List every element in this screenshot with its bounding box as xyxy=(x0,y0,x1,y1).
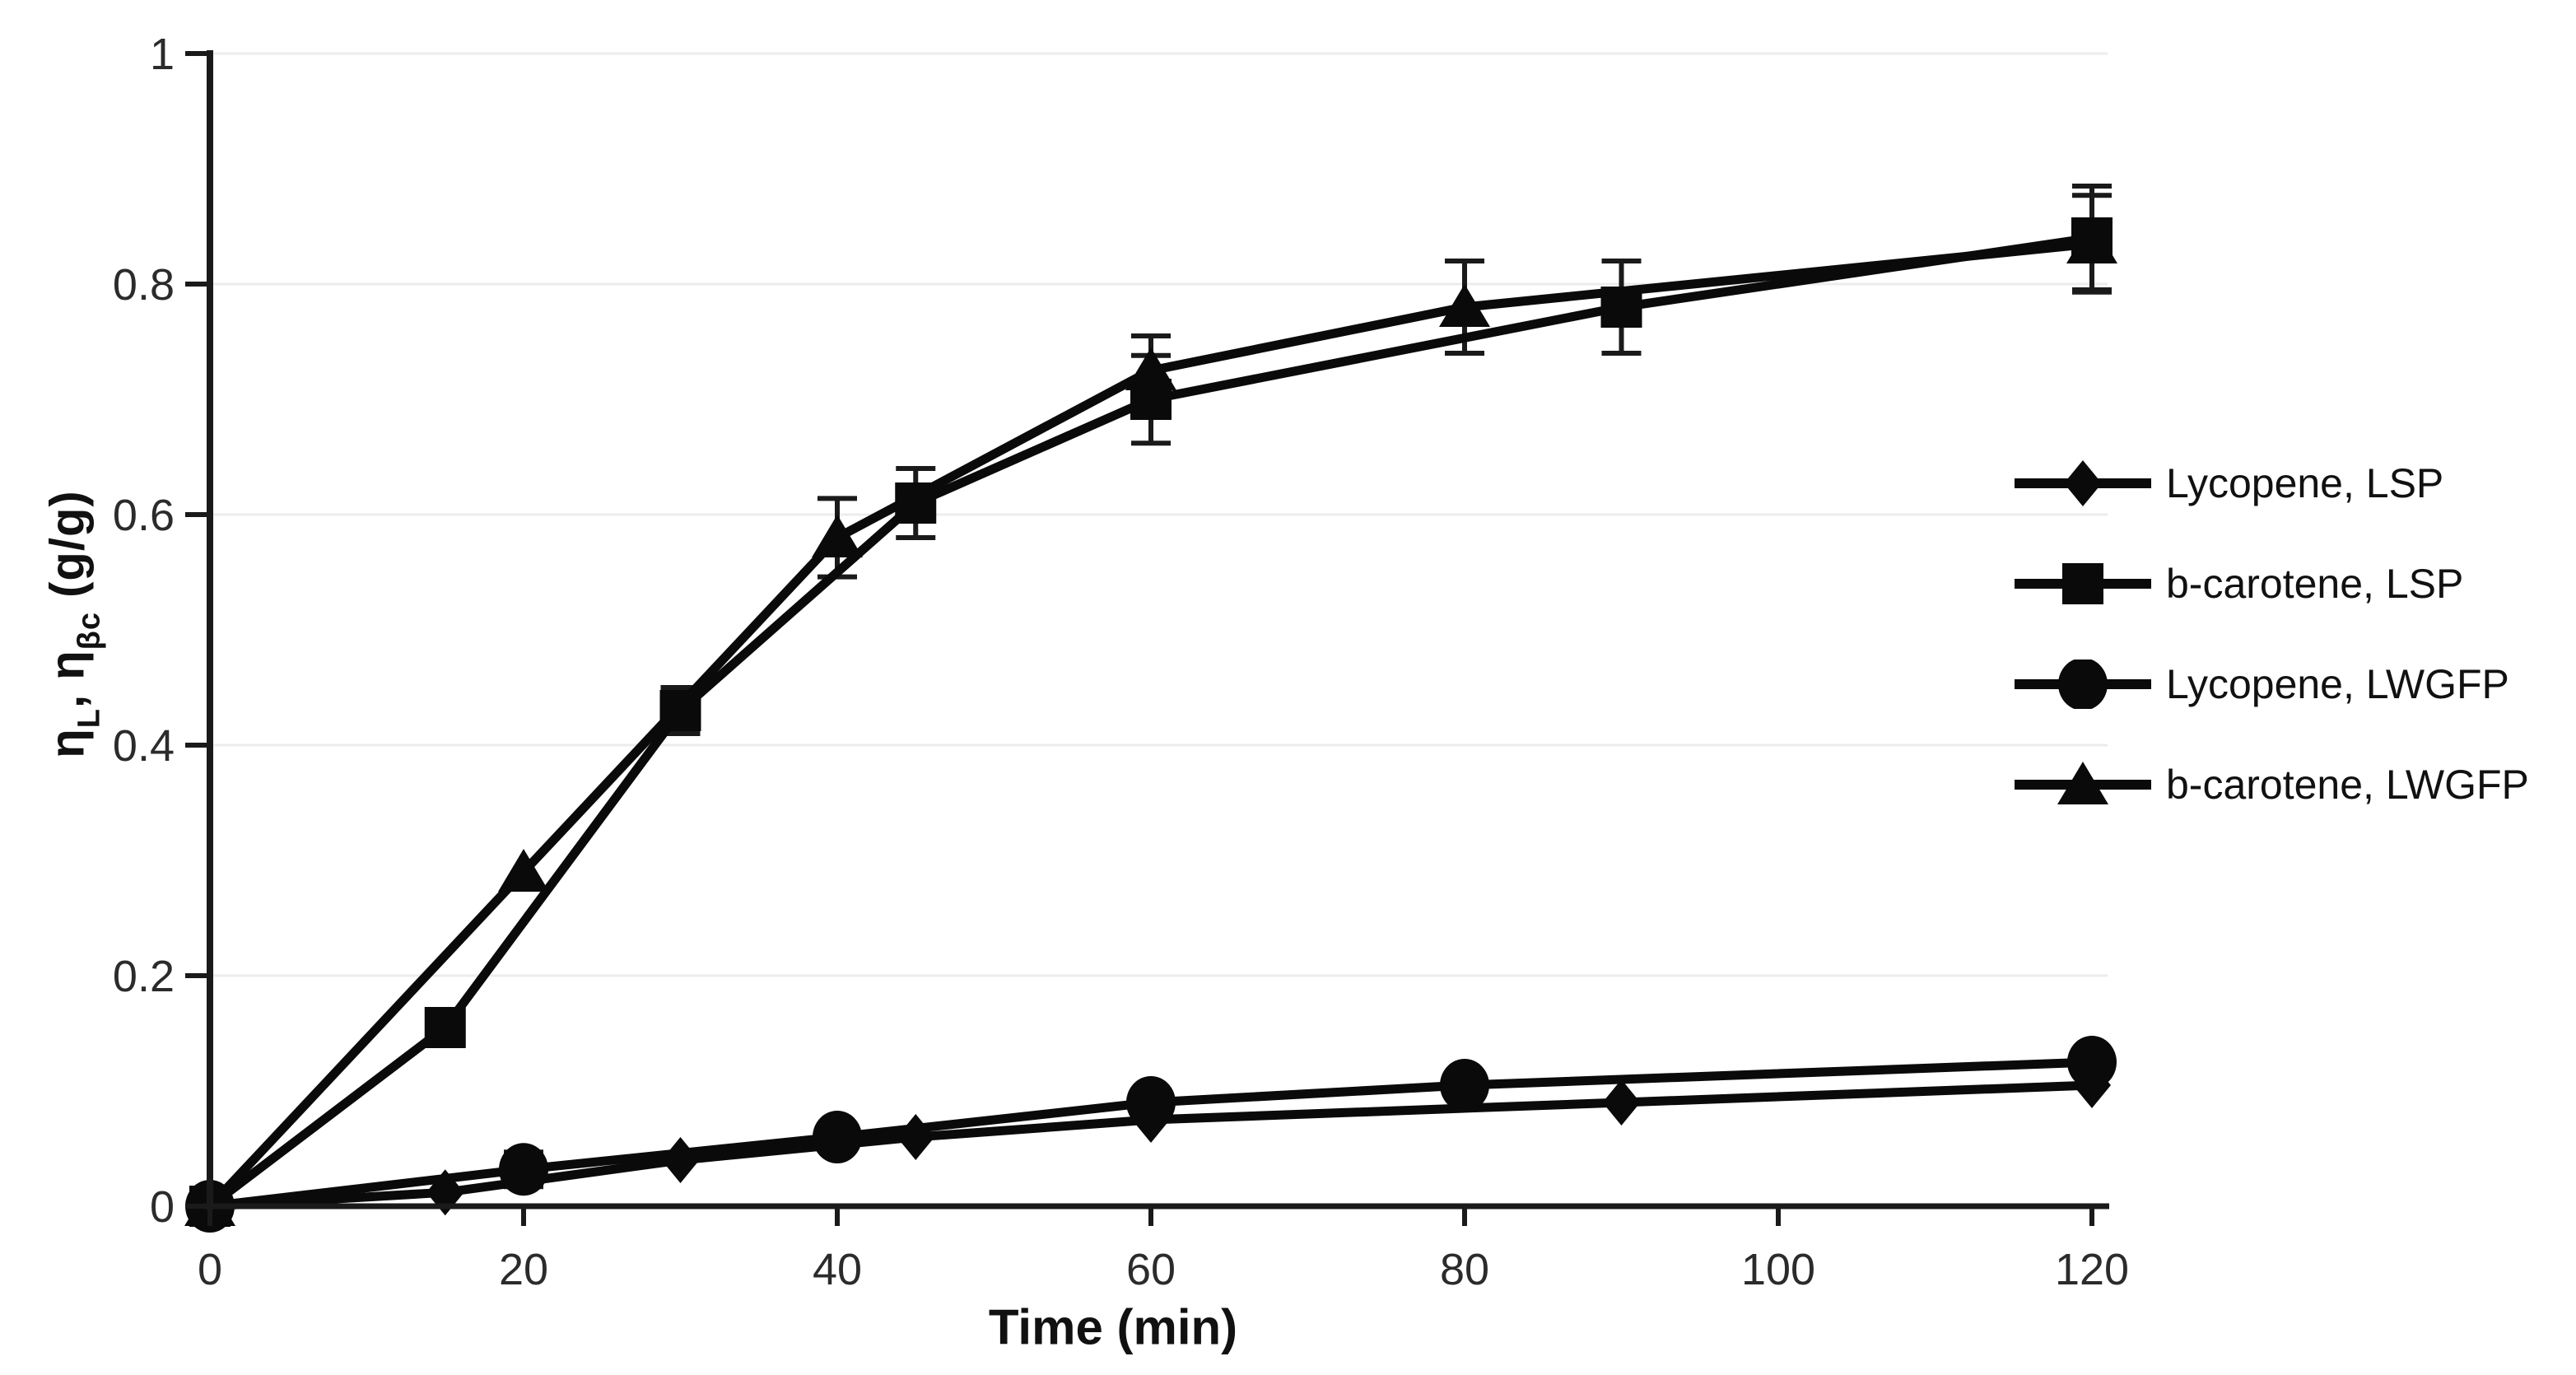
legend-label: b-carotene, LSP xyxy=(2166,561,2464,607)
circle-marker xyxy=(1440,1059,1489,1112)
circle-marker xyxy=(813,1111,862,1163)
x-tick-label: 0 xyxy=(198,1245,222,1294)
circle-marker xyxy=(2058,660,2108,709)
legend-marker-circle xyxy=(2015,660,2151,709)
triangle-marker xyxy=(498,849,549,892)
y-tick-label: 0.4 xyxy=(113,721,175,771)
y-tick-label: 0.6 xyxy=(113,491,175,540)
square-marker xyxy=(2062,563,2103,604)
legend-marker-diamond xyxy=(2015,460,2151,506)
diamond-marker xyxy=(661,1137,700,1183)
x-tick-label: 60 xyxy=(1126,1245,1176,1294)
y-axis-title-subscript: βc xyxy=(72,612,107,650)
x-tick-label: 80 xyxy=(1440,1245,1489,1294)
diamond-marker xyxy=(1602,1079,1641,1126)
series-line-triangle xyxy=(206,239,2093,1210)
circle-marker xyxy=(2067,1036,2117,1088)
y-tick-label: 0.8 xyxy=(113,260,175,310)
legend-label: b-carotene, LWGFP xyxy=(2166,762,2529,808)
square-marker xyxy=(895,482,937,524)
y-axis-title: ηL, ηβc (g/g) xyxy=(40,490,107,758)
y-tick-label: 0 xyxy=(150,1182,175,1232)
y-axis-title-text: η xyxy=(40,728,95,758)
y-tick-label: 1 xyxy=(150,30,175,79)
triangle-marker xyxy=(812,515,863,557)
square-marker xyxy=(1600,287,1642,328)
square-marker xyxy=(2071,217,2113,259)
diamond-marker xyxy=(2064,460,2102,506)
legend-item-diamond: Lycopene, LSP xyxy=(2013,459,2443,508)
square-marker xyxy=(1130,379,1172,420)
y-axis-title-text: (g/g) xyxy=(40,490,95,613)
square-marker xyxy=(659,690,701,731)
triangle-marker xyxy=(1439,284,1490,327)
triangle-marker xyxy=(2057,762,2108,804)
circle-marker xyxy=(499,1143,548,1196)
x-tick-label: 20 xyxy=(499,1245,548,1294)
legend-label: Lycopene, LWGFP xyxy=(2166,661,2509,707)
legend-label: Lycopene, LSP xyxy=(2166,460,2444,506)
x-tick-label: 40 xyxy=(813,1245,862,1294)
x-tick-label: 120 xyxy=(2055,1245,2129,1294)
legend-marker-square xyxy=(2015,563,2151,604)
square-marker xyxy=(424,1007,466,1048)
legend-item-square: b-carotene, LSP xyxy=(2013,559,2463,608)
y-tick-label: 0.2 xyxy=(113,952,175,1001)
y-axis-title-text: , η xyxy=(40,650,95,709)
series-line-circle xyxy=(209,1057,2093,1211)
diamond-marker xyxy=(897,1114,935,1160)
legend-item-triangle: b-carotene, LWGFP xyxy=(2013,760,2529,809)
legend-marker-triangle xyxy=(2015,762,2151,804)
y-axis-title-subscript: L xyxy=(72,708,107,729)
x-axis-title: Time (min) xyxy=(988,1299,1238,1355)
circle-marker xyxy=(1126,1076,1176,1129)
x-tick-label: 100 xyxy=(1741,1245,1815,1294)
legend-item-circle: Lycopene, LWGFP xyxy=(2013,660,2509,709)
